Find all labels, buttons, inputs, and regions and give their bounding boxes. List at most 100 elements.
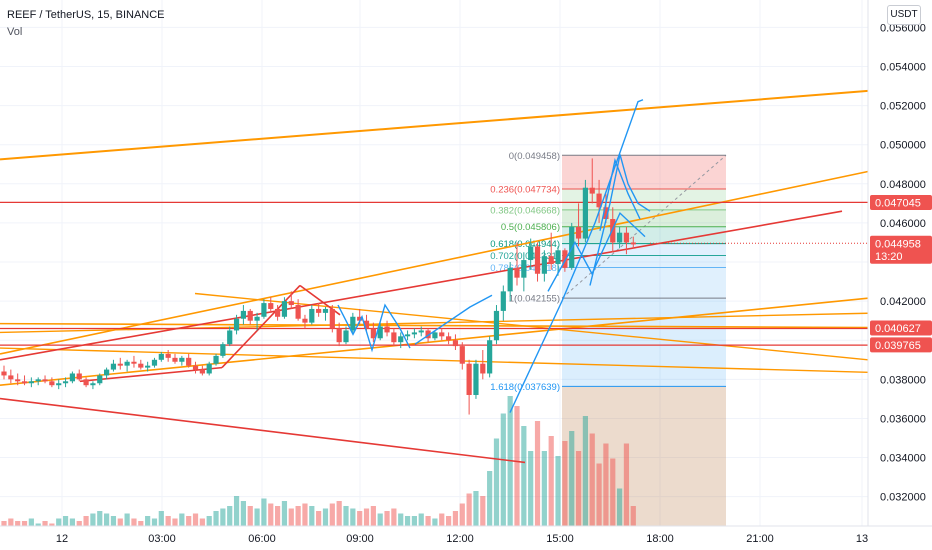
candle-body <box>596 193 602 208</box>
volume-bar <box>589 433 595 526</box>
candle-body <box>500 291 506 311</box>
price-axis <box>868 0 932 550</box>
volume-bar <box>145 516 151 526</box>
x-tick-label: 13 <box>856 533 868 545</box>
volume-bar <box>617 488 623 526</box>
volume-bar <box>322 508 329 526</box>
y-tick-label: 0.034000 <box>880 453 926 465</box>
candle-body <box>466 363 472 395</box>
y-tick-label: 0.032000 <box>880 492 926 504</box>
volume-bar <box>452 511 459 526</box>
candle-body <box>541 256 547 274</box>
volume-bar <box>186 516 192 526</box>
volume-bar <box>541 451 547 526</box>
volume-bar <box>528 451 534 526</box>
candle-body <box>199 369 205 374</box>
volume-bar <box>596 463 602 526</box>
candle-body <box>172 357 178 362</box>
candle-body <box>295 305 301 319</box>
volume-bar <box>466 493 472 526</box>
volume-bar <box>192 513 199 526</box>
volume-bar <box>28 518 34 526</box>
volume-bar <box>158 511 164 526</box>
candle-body <box>220 344 226 356</box>
candle-body <box>131 361 137 364</box>
candle-body <box>411 332 417 335</box>
symbol-title[interactable]: REEF / TetherUS, 15, BINANCE <box>7 9 165 21</box>
fib-level-label: 0.702(0.044331) <box>490 251 560 262</box>
candle-body <box>206 363 212 374</box>
candle-body <box>316 308 322 313</box>
candle-body <box>104 369 110 376</box>
x-tick-label: 09:00 <box>346 533 374 545</box>
volume-bar <box>480 496 486 526</box>
candle-body <box>555 250 561 264</box>
volume-bar <box>124 513 130 526</box>
candle-body <box>1 371 7 376</box>
candle-body <box>15 379 21 382</box>
pattern-line <box>589 154 651 286</box>
candle-body <box>247 310 253 321</box>
volume-bar <box>56 518 62 526</box>
candle-body <box>288 301 294 306</box>
volume-bar <box>623 443 630 526</box>
volume-bar <box>15 521 21 526</box>
volume-bar <box>275 506 281 526</box>
y-tick-label: 0.054000 <box>880 61 926 73</box>
volume-bar <box>493 438 500 526</box>
candle-body <box>69 373 75 382</box>
volume-bar <box>8 518 14 526</box>
fib-level-label: 0(0.049458) <box>509 151 560 162</box>
candle-body <box>623 232 630 243</box>
x-tick-label: 18:00 <box>646 533 674 545</box>
volume-bar <box>514 406 520 526</box>
y-tick-label: 0.038000 <box>880 374 926 386</box>
price-badge-label: 0.040627 <box>875 323 921 335</box>
candle-body <box>377 326 383 339</box>
x-tick-label: 06:00 <box>248 533 276 545</box>
candle-body <box>391 332 397 343</box>
volume-bar <box>165 516 171 526</box>
volume-bar <box>603 443 609 526</box>
volume-bar <box>459 503 465 526</box>
candle-body <box>240 310 246 319</box>
fib-level-label: 0.5(0.045806) <box>501 222 560 233</box>
volume-bar <box>534 421 541 526</box>
volume-bar <box>630 506 636 526</box>
harmonic-patterns <box>337 99 651 413</box>
price-badge <box>870 194 932 210</box>
candle-body <box>117 363 123 366</box>
volume-bar <box>473 491 479 526</box>
price-badge-countdown: 13:20 <box>875 251 903 263</box>
price-badge <box>870 337 932 353</box>
volume-bar <box>254 508 260 526</box>
candle-body <box>452 340 459 347</box>
volume-bar <box>233 496 240 526</box>
candle-body <box>76 373 82 380</box>
volume-indicator-label[interactable]: Vol <box>7 26 23 38</box>
volume-bar <box>261 498 267 526</box>
volume-bar <box>384 511 390 526</box>
volume-bar <box>548 436 554 526</box>
candle-body <box>151 359 158 366</box>
candle-body <box>357 316 363 321</box>
candle-body <box>8 375 14 380</box>
volume-bar <box>151 518 158 526</box>
volume-bar <box>247 506 253 526</box>
candle-body <box>179 357 185 362</box>
volume-bar <box>562 441 568 526</box>
volume-bar <box>357 511 363 526</box>
candle-body <box>439 332 445 337</box>
volume-bar <box>575 451 582 526</box>
volume-bar <box>350 508 356 526</box>
volume-bar <box>309 506 315 526</box>
candle-body <box>582 187 588 239</box>
currency-button[interactable]: USDT <box>887 5 921 25</box>
volume-bar <box>316 511 322 526</box>
candle-body <box>603 207 609 220</box>
x-tick-label: 12 <box>56 533 68 545</box>
candle-body <box>432 332 438 339</box>
price-badge <box>870 320 932 336</box>
